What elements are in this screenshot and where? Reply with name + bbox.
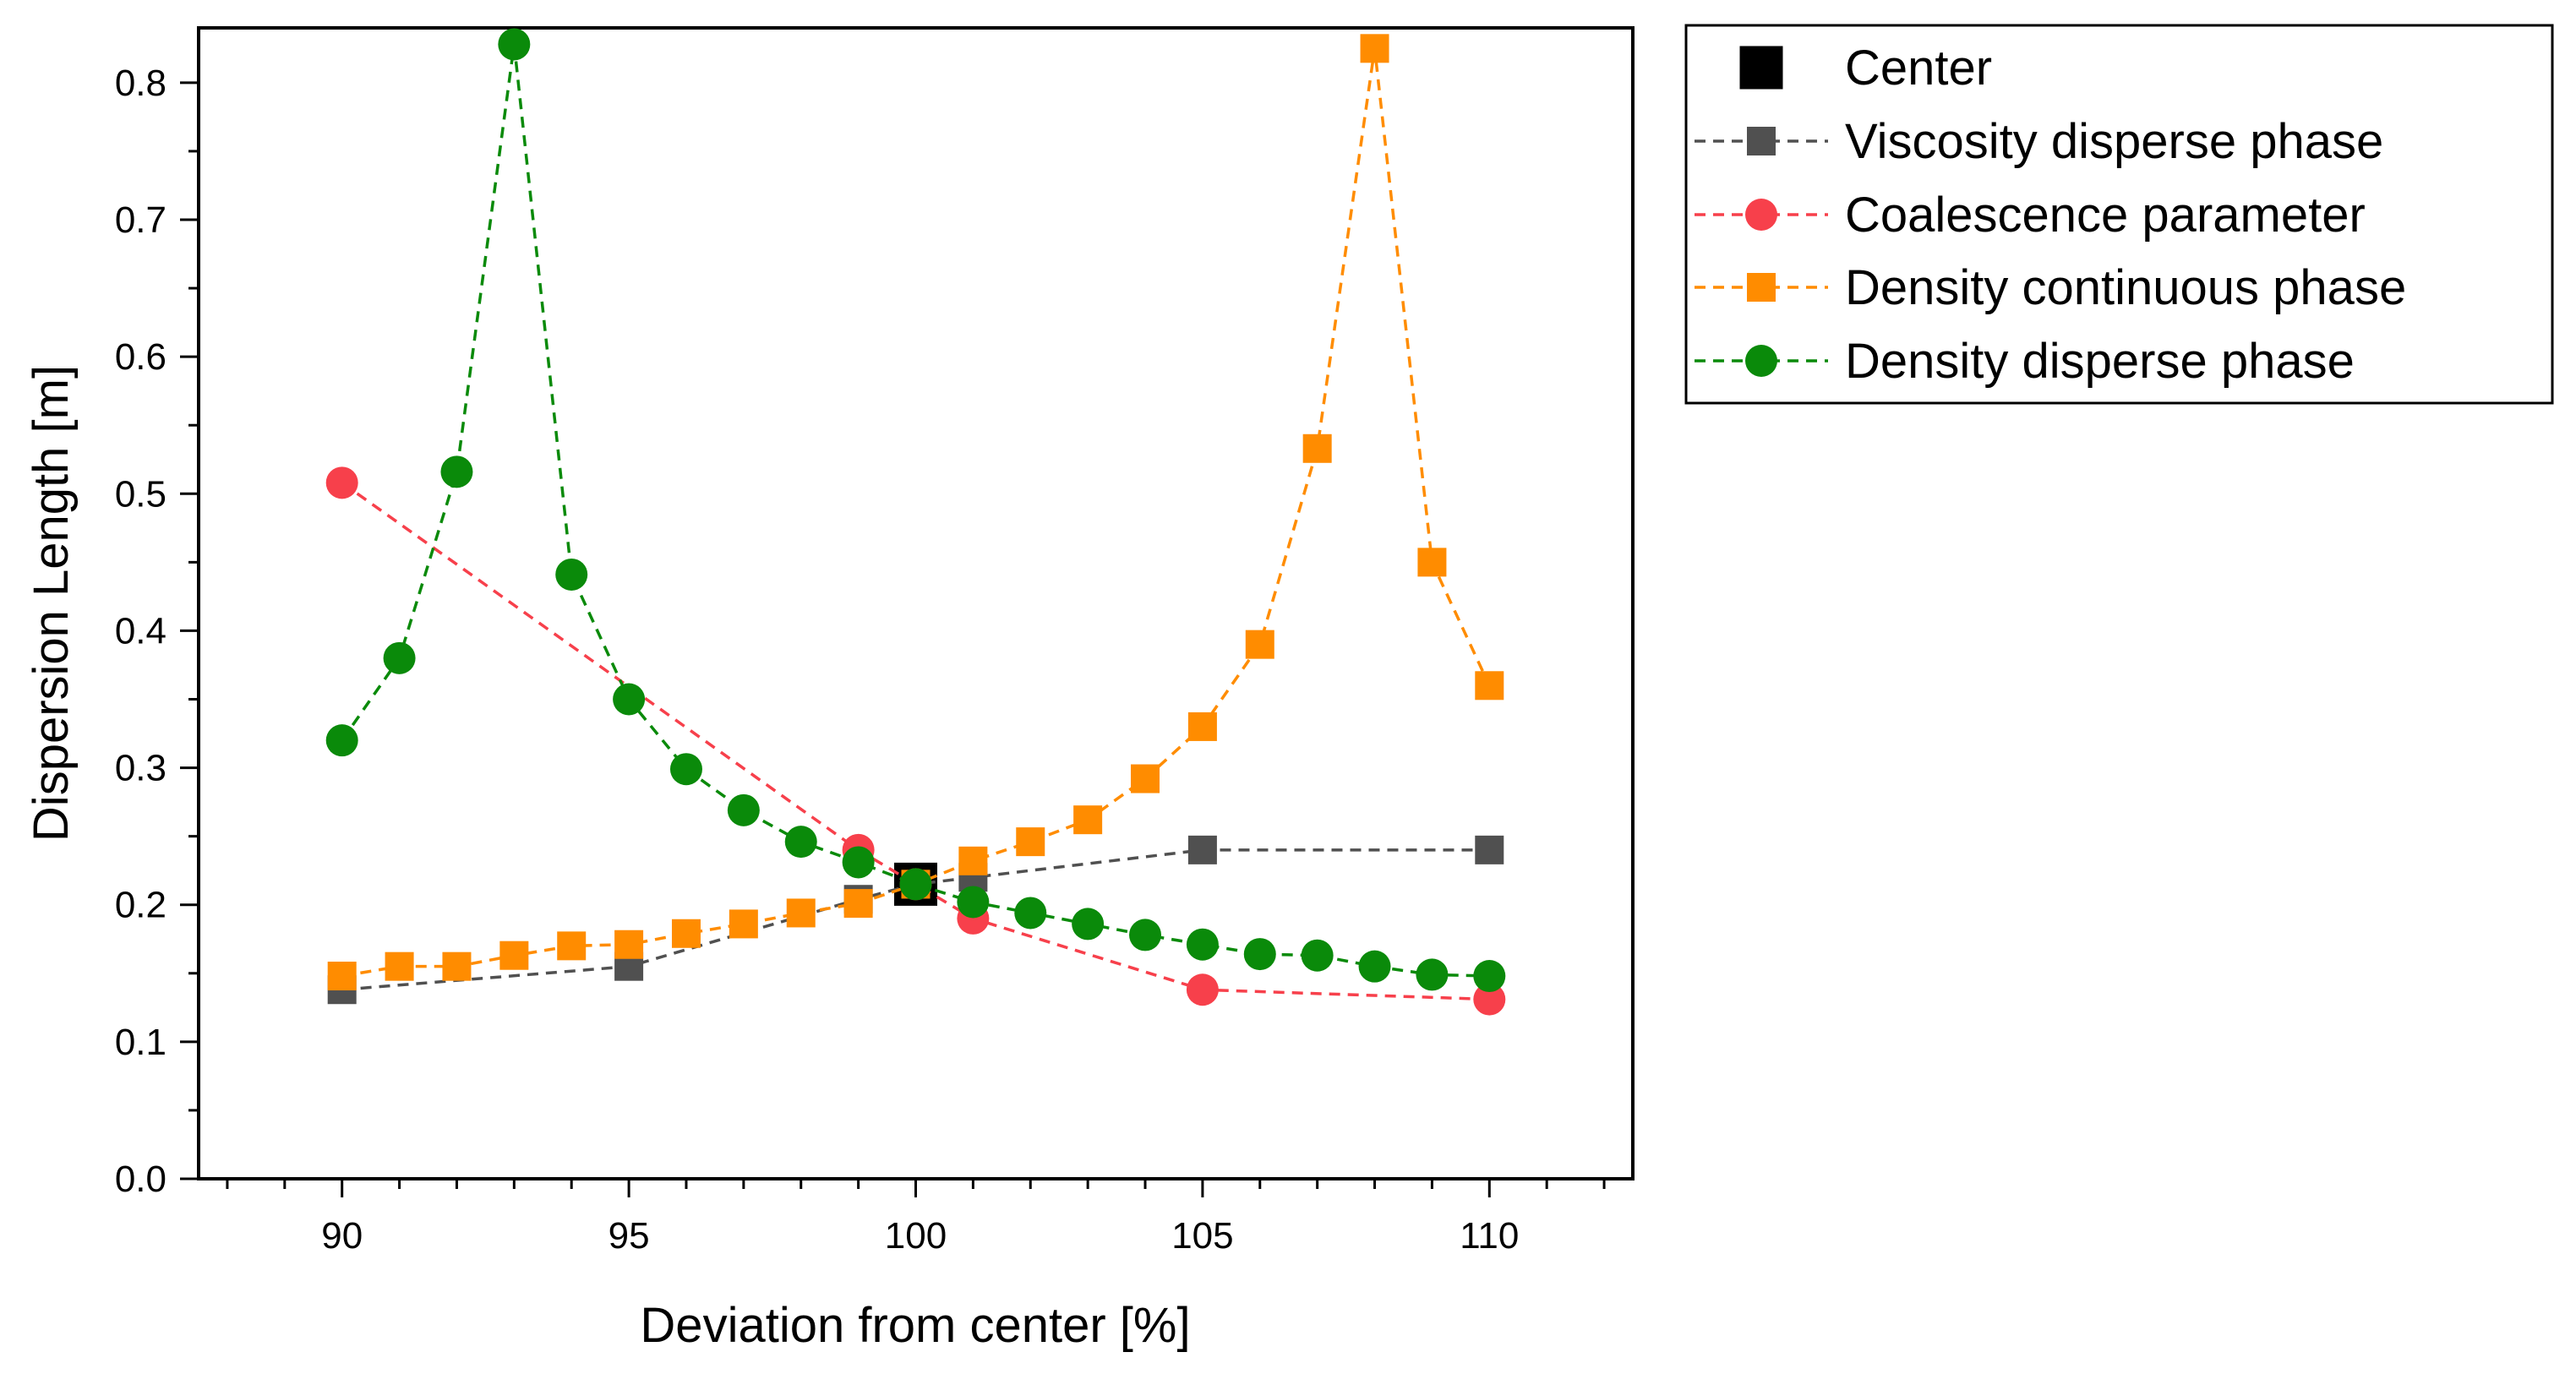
y-tick-label: 0.0	[115, 1159, 166, 1200]
legend-marker	[1747, 127, 1776, 155]
data-point-density-continuous-phase	[614, 930, 644, 959]
legend-entry-density-disperse-phase: Density disperse phase	[1695, 334, 2355, 389]
data-point-density-continuous-phase	[786, 898, 816, 928]
data-point-density-continuous-phase	[1360, 34, 1389, 63]
data-point-density-disperse-phase	[842, 846, 875, 879]
y-tick-label: 0.6	[115, 336, 166, 378]
data-point-density-continuous-phase	[385, 951, 414, 981]
y-tick-label: 0.2	[115, 885, 166, 926]
legend-marker	[1737, 43, 1786, 92]
legend-entry-center: Center	[1737, 41, 1992, 95]
data-point-coalescence-parameter	[1473, 983, 1506, 1016]
data-point-density-disperse-phase	[1072, 908, 1105, 941]
series-density-disperse-phase	[325, 28, 1506, 993]
series-line-density-disperse-phase	[341, 44, 1490, 978]
legend-marker	[1745, 199, 1777, 231]
data-point-density-disperse-phase	[899, 868, 932, 901]
data-point-density-continuous-phase	[1417, 548, 1447, 577]
data-point-density-disperse-phase	[1473, 960, 1506, 993]
x-tick-label: 105	[1171, 1215, 1233, 1257]
y-axis-title: Dispersion Length [m]	[24, 365, 79, 842]
data-point-density-continuous-phase	[557, 931, 587, 961]
data-point-density-continuous-phase	[327, 962, 357, 991]
data-point-density-disperse-phase	[1416, 958, 1449, 991]
legend-marker	[1747, 273, 1776, 302]
y-tick-label: 0.8	[115, 63, 166, 104]
data-point-density-disperse-phase	[555, 558, 588, 591]
y-tick-label: 0.7	[115, 199, 166, 241]
legend-marker	[1745, 345, 1777, 377]
x-tick-label: 100	[885, 1215, 947, 1257]
y-tick-label: 0.5	[115, 473, 166, 515]
data-point-density-disperse-phase	[1186, 928, 1219, 961]
x-tick-label: 95	[609, 1215, 650, 1257]
data-point-density-disperse-phase	[498, 28, 531, 61]
legend-label: Density disperse phase	[1845, 334, 2355, 389]
legend-entry-viscosity-disperse-phase: Viscosity disperse phase	[1695, 114, 2383, 169]
x-axis-title: Deviation from center [%]	[640, 1298, 1190, 1353]
legend-entry-density-continuous-phase: Density continuous phase	[1695, 260, 2406, 315]
legend-label: Density continuous phase	[1845, 260, 2406, 315]
data-point-density-continuous-phase	[1245, 630, 1274, 659]
data-point-density-disperse-phase	[440, 455, 473, 488]
data-point-density-disperse-phase	[383, 641, 416, 674]
data-point-coalescence-parameter	[1186, 973, 1219, 1006]
data-point-density-disperse-phase	[669, 753, 702, 786]
data-point-density-continuous-phase	[671, 919, 701, 948]
x-tick-label: 90	[321, 1215, 363, 1257]
legend-label: Viscosity disperse phase	[1845, 114, 2383, 169]
data-point-density-continuous-phase	[1187, 712, 1217, 741]
data-point-density-disperse-phase	[613, 683, 646, 716]
data-point-coalescence-parameter	[325, 466, 358, 499]
data-point-density-disperse-phase	[1243, 938, 1276, 971]
data-point-density-continuous-phase	[843, 889, 873, 919]
data-point-density-disperse-phase	[784, 826, 817, 859]
legend-entry-coalescence-parameter: Coalescence parameter	[1695, 188, 2366, 243]
data-point-viscosity-disperse-phase	[1187, 835, 1217, 864]
data-point-density-continuous-phase	[1131, 764, 1160, 793]
data-point-density-continuous-phase	[958, 846, 988, 875]
series-line-coalescence-parameter	[341, 481, 1490, 1001]
data-point-density-continuous-phase	[1302, 433, 1332, 463]
legend: Center Viscosity disperse phase Coalescenc…	[1684, 24, 2554, 405]
data-point-density-disperse-phase	[1129, 919, 1162, 951]
data-point-density-disperse-phase	[1301, 939, 1334, 972]
series-line-density-continuous-phase	[341, 48, 1491, 978]
y-axis: 0.0 0.1 0.2 0.3 0.4 0.5 0.6 0.7 0.8	[115, 63, 199, 1200]
data-point-density-continuous-phase	[499, 941, 529, 970]
series-layer	[325, 28, 1506, 1016]
series-density-continuous-phase	[327, 34, 1504, 991]
data-point-density-disperse-phase	[957, 886, 990, 919]
data-point-density-disperse-phase	[1014, 897, 1047, 930]
data-point-density-continuous-phase	[442, 951, 472, 981]
data-point-density-continuous-phase	[1073, 805, 1103, 835]
legend-frame	[1684, 24, 2554, 405]
legend-label: Coalescence parameter	[1845, 188, 2366, 243]
data-point-density-disperse-phase	[727, 793, 760, 826]
data-point-density-disperse-phase	[325, 724, 358, 757]
data-point-density-disperse-phase	[1358, 950, 1391, 983]
data-point-viscosity-disperse-phase	[1475, 835, 1504, 864]
x-tick-label: 110	[1460, 1215, 1519, 1257]
y-tick-label: 0.4	[115, 610, 166, 652]
data-point-density-continuous-phase	[1016, 827, 1045, 857]
y-tick-label: 0.1	[115, 1022, 166, 1063]
x-axis: 90 95 100 105 110	[226, 1179, 1606, 1257]
data-point-density-continuous-phase	[729, 909, 758, 939]
data-point-density-continuous-phase	[1475, 671, 1504, 701]
y-tick-label: 0.3	[115, 748, 166, 789]
plot-frame	[197, 26, 1635, 1180]
legend-label: Center	[1845, 41, 1992, 95]
series-coalescence-parameter	[325, 466, 1506, 1016]
